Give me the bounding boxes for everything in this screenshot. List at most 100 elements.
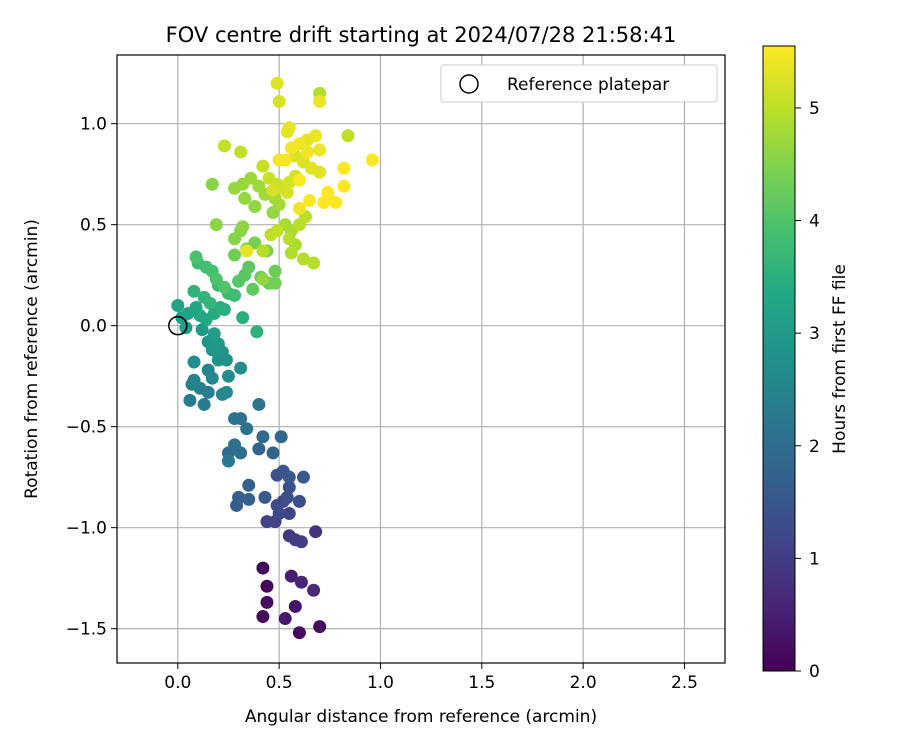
- scatter-point: [228, 248, 242, 262]
- scatter-point: [238, 191, 252, 205]
- y-tick-label: −0.5: [66, 418, 107, 438]
- scatter-point: [244, 171, 258, 185]
- scatter-point: [278, 612, 292, 626]
- scatter-point: [307, 256, 321, 270]
- scatter-point: [246, 282, 260, 296]
- scatter-point: [309, 525, 323, 539]
- scatter-point: [256, 430, 270, 444]
- scatter-point: [187, 355, 201, 369]
- chart-title: FOV centre drift starting at 2024/07/28 …: [166, 23, 677, 47]
- scatter-point: [292, 202, 306, 216]
- scatter-point: [217, 139, 231, 153]
- y-axis-ticks: −1.5 −1.0 −0.5 0.0 0.5 1.0: [66, 115, 117, 640]
- scatter-point: [211, 337, 225, 351]
- scatter-point: [205, 371, 219, 385]
- scatter-point: [258, 490, 272, 504]
- x-tick-label: 1.5: [468, 673, 495, 693]
- scatter-point: [301, 145, 315, 159]
- scatter-point: [207, 327, 221, 341]
- scatter-point: [203, 296, 217, 310]
- scatter-point: [250, 325, 264, 339]
- scatter-point: [292, 626, 306, 640]
- scatter-point: [197, 397, 211, 411]
- scatter-point: [219, 385, 233, 399]
- scatter-point: [268, 276, 282, 290]
- scatter-point: [280, 490, 294, 504]
- reference-platepar-marker: [168, 315, 188, 336]
- scatter-points: [171, 76, 379, 640]
- scatter-point: [256, 159, 270, 173]
- scatter-point: [284, 141, 298, 155]
- legend: Reference platepar: [440, 64, 718, 103]
- y-tick-label: 0.0: [80, 317, 107, 337]
- colorbar: 0 1 2 3 4 5 Hours from first FF file: [762, 45, 850, 682]
- scatter-point: [252, 397, 266, 411]
- scatter-point: [270, 498, 284, 512]
- scatter-point: [272, 197, 286, 211]
- scatter-point: [209, 218, 223, 232]
- scatter-point: [270, 224, 284, 238]
- scatter-point: [292, 173, 306, 187]
- colorbar-tick-label: 1: [809, 549, 820, 569]
- scatter-point: [266, 183, 280, 197]
- scatter-point: [234, 145, 248, 159]
- x-tick-label: 2.5: [671, 673, 698, 693]
- scatter-point: [266, 446, 280, 460]
- scatter-point: [268, 264, 282, 278]
- scatter-point: [282, 470, 296, 484]
- scatter-point: [221, 454, 235, 468]
- scatter-point: [294, 575, 308, 589]
- scatter-point: [183, 393, 197, 407]
- scatter-point: [240, 244, 254, 258]
- legend-label: Reference platepar: [507, 75, 669, 95]
- scatter-point: [303, 193, 317, 207]
- scatter-point: [313, 94, 327, 108]
- y-tick-label: −1.0: [66, 519, 107, 539]
- scatter-point: [282, 121, 296, 135]
- scatter-point: [365, 153, 379, 167]
- colorbar-tick-label: 2: [809, 437, 820, 457]
- y-tick-label: 1.0: [80, 115, 107, 135]
- scatter-point: [288, 599, 302, 613]
- scatter-point: [260, 515, 274, 529]
- scatter-point: [228, 232, 242, 246]
- scatter-point: [209, 272, 223, 286]
- scatter-point: [321, 191, 335, 205]
- scatter-point: [232, 490, 246, 504]
- scatter-point: [256, 272, 270, 286]
- x-tick-label: 2.0: [570, 673, 597, 693]
- scatter-point: [228, 412, 242, 426]
- x-axis-label: Angular distance from reference (arcmin): [245, 707, 597, 727]
- x-tick-label: 0.5: [266, 673, 293, 693]
- plot-area: 0.0 0.5 1.0 1.5 2.0 2.5 −1.5 −1.0 −0.5 0.0 0.5 1.0: [66, 54, 726, 693]
- y-tick-label: 0.5: [80, 216, 107, 236]
- colorbar-tick-label: 3: [809, 324, 820, 344]
- colorbar-gradient: [762, 45, 796, 672]
- scatter-point: [242, 478, 256, 492]
- scatter-point: [313, 620, 327, 634]
- colorbar-tick-label: 5: [809, 99, 820, 119]
- scatter-point: [240, 422, 254, 436]
- scatter-point: [280, 185, 294, 199]
- scatter-point: [337, 179, 351, 193]
- scatter-point: [217, 303, 231, 317]
- scatter-point: [307, 583, 321, 597]
- scatter-point: [189, 250, 203, 264]
- scatter-point: [242, 492, 256, 506]
- scatter-point: [242, 260, 256, 274]
- colorbar-ticks: 0 1 2 3 4 5: [795, 99, 820, 682]
- scatter-point: [234, 361, 248, 375]
- scatter-point: [217, 280, 231, 294]
- scatter-point: [248, 236, 262, 250]
- scatter-point: [278, 153, 292, 167]
- scatter-point: [252, 442, 266, 456]
- scatter-point: [272, 94, 286, 108]
- scatter-point: [296, 252, 310, 266]
- x-tick-label: 0.0: [164, 673, 191, 693]
- legend-box: [440, 64, 718, 103]
- scatter-point: [187, 373, 201, 387]
- colorbar-tick-label: 4: [809, 212, 820, 232]
- scatter-point: [260, 579, 274, 593]
- scatter-point: [236, 220, 250, 234]
- scatter-point: [248, 199, 262, 213]
